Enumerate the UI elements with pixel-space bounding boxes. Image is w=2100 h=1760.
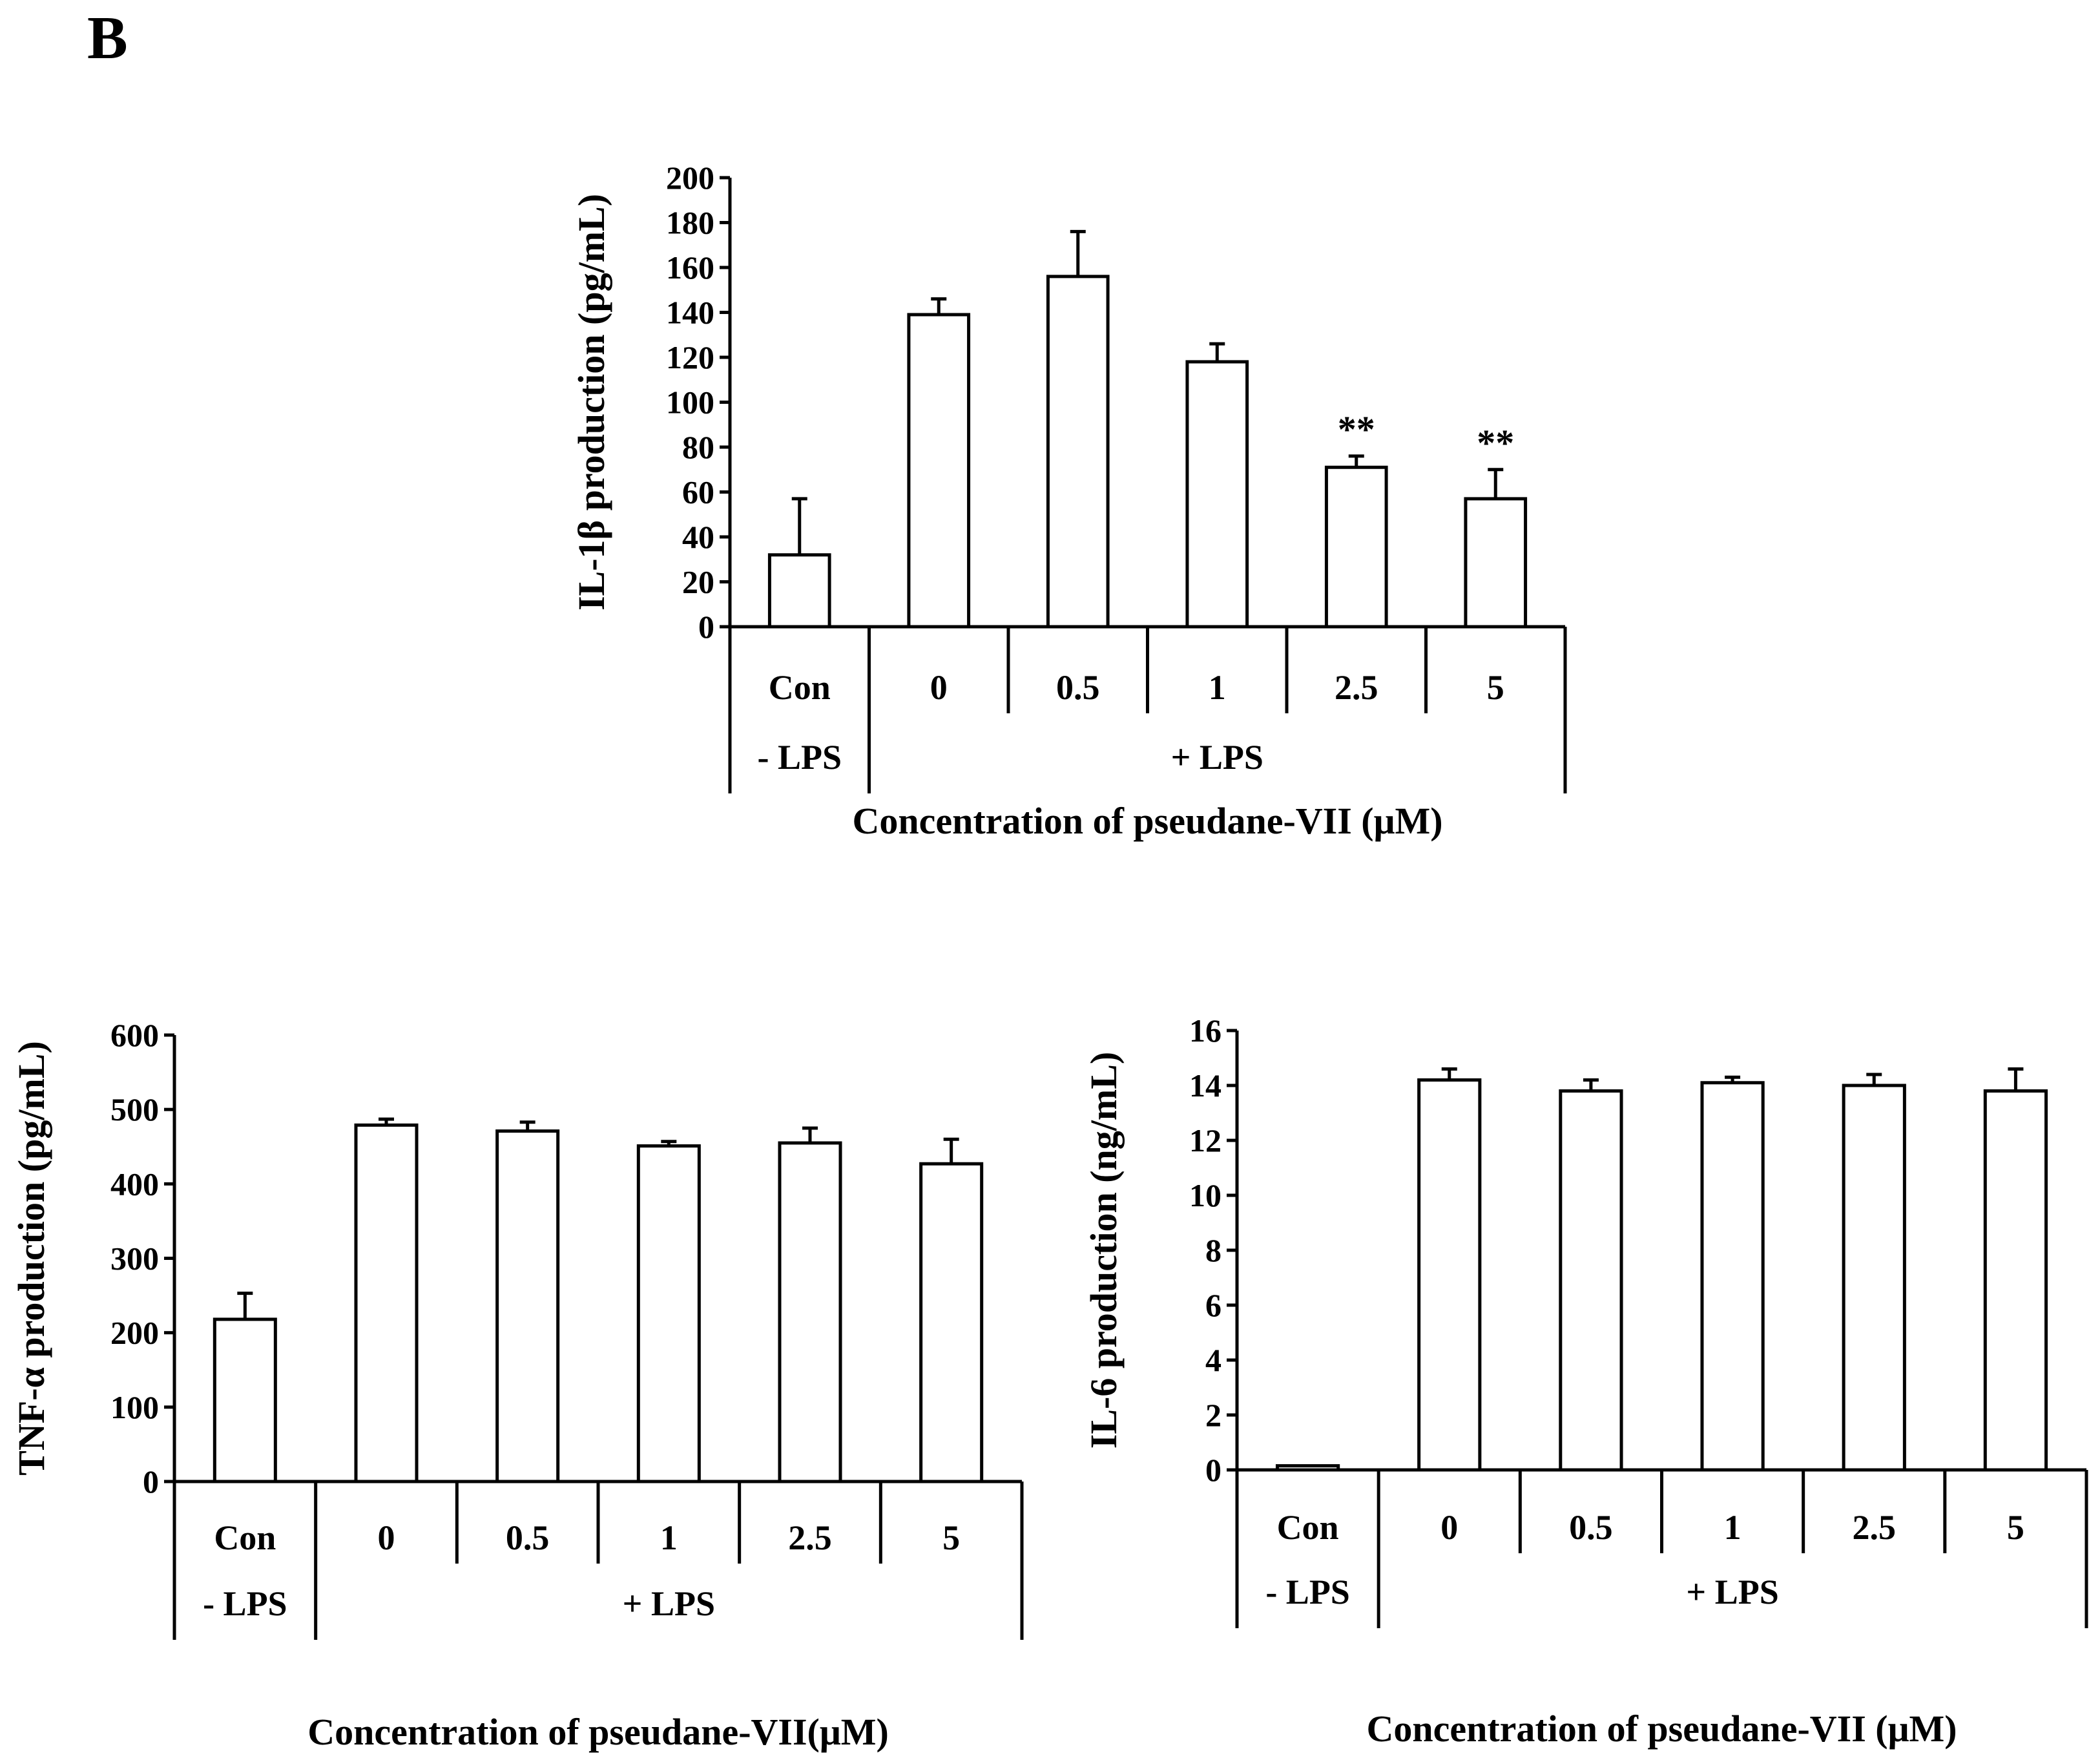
il1b-category-label: Con [769, 668, 831, 707]
il1b-category-label: 0 [930, 668, 948, 707]
il6-y-tick-label: 6 [1205, 1287, 1222, 1323]
il1b-y-tick-label: 120 [666, 339, 714, 375]
il6-bar [1842, 1084, 1906, 1472]
il1b-x-axis-title: Concentration of pseudane-VII (μM) [852, 800, 1442, 842]
tnfa-x-axis-title: Concentration of pseudane-VII(μM) [307, 1711, 889, 1753]
il1b-y-tick-label: 0 [698, 609, 714, 645]
tnfa-y-tick-label: 400 [110, 1166, 159, 1202]
il6-bar [1417, 1078, 1482, 1472]
panel-label: B [87, 5, 128, 72]
tnfa-category-label: Con [214, 1518, 276, 1557]
il1b-bar [1046, 275, 1110, 629]
tnfa-bar [778, 1141, 842, 1483]
il1b-group-label: - LPS [757, 738, 842, 777]
tnfa-y-tick-label: 600 [110, 1017, 159, 1053]
il1b-category-label: 5 [1487, 668, 1504, 707]
tnfa-category-label: 1 [660, 1518, 678, 1557]
il6-category-label: 2.5 [1853, 1508, 1897, 1547]
il6-y-tick-label: 12 [1189, 1122, 1222, 1158]
il6-bar [1983, 1089, 2048, 1472]
tnfa-y-axis-title: TNF-α production (pg/mL) [10, 1041, 52, 1476]
il6-y-tick-label: 16 [1189, 1012, 1222, 1049]
il1b-y-tick-label: 20 [682, 564, 714, 600]
tnfa-category-label: 5 [942, 1518, 960, 1557]
il6-y-tick-label: 4 [1205, 1342, 1222, 1378]
il6-y-tick-label: 0 [1205, 1452, 1222, 1488]
tnfa-group-label: + LPS [623, 1584, 715, 1623]
il6-y-tick-label: 14 [1189, 1067, 1222, 1104]
tnfa-group-label: - LPS [203, 1584, 287, 1623]
il6-bar [1700, 1081, 1765, 1472]
tnfa-y-tick-label: 200 [110, 1315, 159, 1351]
tnfa-y-tick-label: 500 [110, 1091, 159, 1127]
il6-category-label: 0 [1440, 1508, 1458, 1547]
il1b-significance-mark: ** [1338, 408, 1375, 450]
il1b-significance-mark: ** [1477, 422, 1514, 464]
il1b-bar [1464, 497, 1528, 629]
il1b-y-tick-label: 140 [666, 295, 714, 331]
il1b-bar [907, 313, 971, 629]
il1b-y-tick-label: 80 [682, 429, 714, 465]
tnfa-y-tick-label: 0 [143, 1463, 159, 1500]
il1b-y-tick-label: 160 [666, 249, 714, 286]
il1b-bar [767, 553, 831, 629]
il6-bar [1559, 1089, 1623, 1472]
il1b-y-axis-title: IL-1β production (pg/mL) [570, 194, 612, 611]
il6-bar [1275, 1464, 1340, 1472]
tnfa-category-label: 0 [378, 1518, 395, 1557]
il6-x-axis-title: Concentration of pseudane-VII (μM) [1366, 1708, 1957, 1750]
tnfa-bar [636, 1144, 701, 1483]
il1b-group-label: + LPS [1171, 738, 1263, 777]
tnfa-category-label: 2.5 [788, 1518, 832, 1557]
tnfa-category-label: 0.5 [506, 1518, 550, 1557]
il1b-y-tick-label: 200 [666, 160, 714, 196]
il1b-bar [1324, 465, 1388, 629]
tnfa-bar [213, 1317, 277, 1483]
il6-category-label: 0.5 [1569, 1508, 1613, 1547]
tnfa-chart: 0 100 200 300 400 500 600 Con 0 0.5 1 2.5 5 - LPS + LP… [10, 1017, 1024, 1753]
tnfa-bar [354, 1123, 419, 1483]
il1b-category-label: 2.5 [1335, 668, 1378, 707]
il1b-y-tick-label: 180 [666, 205, 714, 241]
il1b-y-tick-label: 60 [682, 474, 714, 510]
tnfa-bar [495, 1129, 560, 1483]
il6-chart: 0 2 4 6 8 10 12 14 16 Con 0 0.5 1 2.5 5 - LPS + LPS IL-6 … [1083, 1012, 2088, 1750]
il6-y-axis-title: IL-6 production (ng/mL) [1083, 1052, 1125, 1449]
il1b-chart: 0 20 40 60 80 100 120 140 160 180 200 Con 0 0.5 1 ** 2.5… [570, 160, 1567, 842]
il6-group-label: - LPS [1265, 1573, 1350, 1611]
il6-y-tick-label: 2 [1205, 1397, 1222, 1433]
tnfa-y-tick-label: 100 [110, 1389, 159, 1425]
il1b-bar [1185, 360, 1249, 629]
il1b-y-tick-label: 40 [682, 519, 714, 555]
il6-category-label: Con [1277, 1508, 1339, 1547]
il6-y-tick-label: 8 [1205, 1232, 1222, 1268]
il6-category-label: 1 [1724, 1508, 1741, 1547]
il1b-category-label: 1 [1209, 668, 1226, 707]
il6-y-tick-label: 10 [1189, 1177, 1222, 1213]
il1b-category-label: 0.5 [1056, 668, 1100, 707]
il6-category-label: 5 [2007, 1508, 2024, 1547]
il6-group-label: + LPS [1686, 1573, 1778, 1611]
il1b-y-tick-label: 100 [666, 384, 714, 421]
tnfa-bar [919, 1162, 984, 1483]
tnfa-y-tick-label: 300 [110, 1241, 159, 1277]
